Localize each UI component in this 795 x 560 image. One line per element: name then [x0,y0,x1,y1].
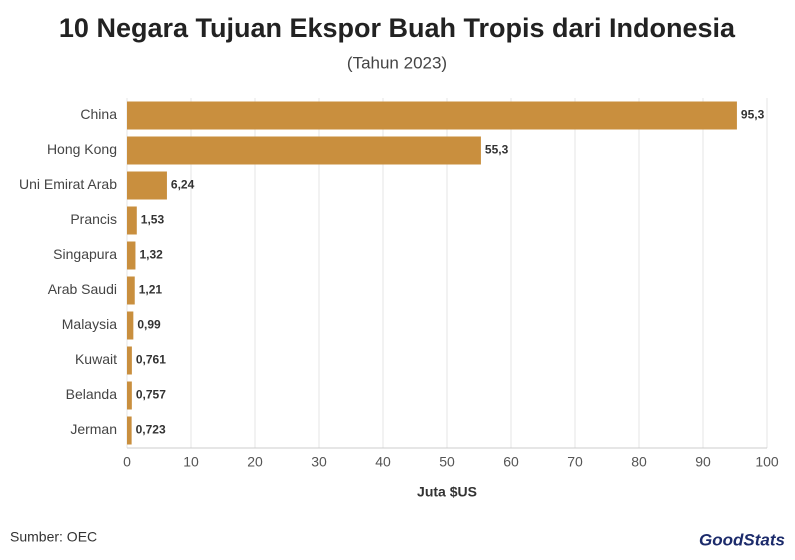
bar [127,416,132,445]
bar [127,311,134,340]
data-label: 55,3 [485,143,509,157]
y-tick-label: Malaysia [62,316,117,332]
source: Sumber: OEC [10,529,97,545]
data-label: 1,53 [141,213,165,227]
x-tick-label: 20 [247,454,263,470]
bar [127,171,167,200]
data-label: 0,757 [136,388,166,402]
x-tick-label: 50 [439,454,455,470]
chart-subtitle: (Tahun 2023) [347,53,447,72]
x-tick-label: 100 [755,454,779,470]
y-tick-label: Hong Kong [47,141,117,157]
x-tick-label: 10 [183,454,199,470]
data-label: 1,32 [139,248,163,262]
y-tick-label: Singapura [53,246,117,262]
y-tick-label: Jerman [70,421,117,437]
data-label: 1,21 [139,283,163,297]
x-tick-label: 70 [567,454,583,470]
data-label: 6,24 [171,178,195,192]
x-tick-label: 40 [375,454,391,470]
bar [127,346,132,375]
bar [127,276,135,305]
x-tick-label: 90 [695,454,711,470]
data-label: 95,3 [741,108,765,122]
x-tick-label: 80 [631,454,647,470]
bar [127,381,132,410]
x-tick-label: 30 [311,454,327,470]
data-label: 0,99 [137,318,161,332]
x-tick-label: 60 [503,454,519,470]
brand-logo: GoodStats [699,530,785,549]
bar [127,206,137,235]
data-label: 0,761 [136,353,166,367]
chart-title: 10 Negara Tujuan Ekspor Buah Tropis dari… [59,13,736,43]
bar [127,241,136,270]
y-tick-label: Kuwait [75,351,117,367]
data-label: 0,723 [136,423,166,437]
bar [127,101,737,130]
x-tick-label: 0 [123,454,131,470]
y-tick-label: Belanda [66,386,118,402]
y-tick-label: Uni Emirat Arab [19,176,117,192]
bar [127,136,481,165]
y-tick-label: Prancis [70,211,117,227]
y-tick-label: China [80,106,117,122]
y-tick-label: Arab Saudi [48,281,117,297]
x-axis-title: Juta $US [417,484,477,500]
